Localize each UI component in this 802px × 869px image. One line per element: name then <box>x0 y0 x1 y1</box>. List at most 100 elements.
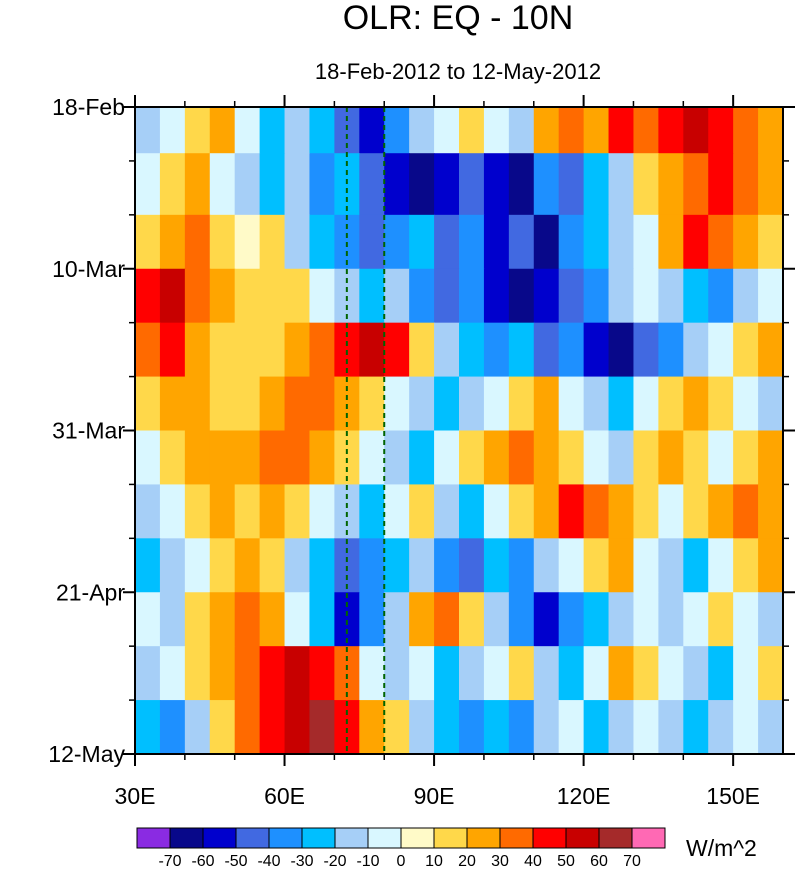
heatmap-cell <box>658 538 684 593</box>
heatmap-cell <box>135 646 161 701</box>
y-tick-label: 31-Mar <box>52 418 125 444</box>
heatmap-cell <box>533 538 560 593</box>
heatmap-cell <box>658 214 684 270</box>
heatmap-cell <box>558 214 585 270</box>
heatmap-cell <box>483 107 510 154</box>
colorbar-swatch <box>202 827 237 849</box>
heatmap-cell <box>758 268 784 324</box>
heatmap-cell <box>359 700 385 755</box>
heatmap-cell <box>434 268 460 324</box>
heatmap-cell <box>409 538 435 593</box>
heatmap-cell <box>658 484 684 539</box>
heatmap-cell <box>558 700 585 755</box>
heatmap-cell <box>608 214 635 270</box>
colorbar-swatch <box>400 827 435 849</box>
heatmap-cell <box>284 268 311 324</box>
heatmap-cell <box>409 214 435 270</box>
heatmap-cell <box>459 322 485 378</box>
heatmap-cell <box>708 430 734 486</box>
heatmap-cell <box>184 153 211 216</box>
heatmap-cell <box>309 153 335 216</box>
heatmap-cell <box>583 484 610 539</box>
colorbar-tick-label: -20 <box>323 853 346 869</box>
heatmap-cell <box>483 153 510 216</box>
heatmap-cell <box>259 214 286 270</box>
heatmap-cell <box>733 484 759 539</box>
heatmap-cell <box>558 484 585 539</box>
heatmap-cell <box>633 538 659 593</box>
heatmap-cell <box>209 538 236 593</box>
heatmap-cell <box>184 322 211 378</box>
heatmap-cell <box>334 538 360 593</box>
heatmap-cell <box>508 538 535 593</box>
colorbar-swatch <box>532 827 567 849</box>
y-tick-label: 18-Feb <box>52 94 125 120</box>
heatmap-cell <box>533 700 560 755</box>
heatmap-cell <box>135 484 161 539</box>
heatmap-cell <box>608 268 635 324</box>
heatmap-cell <box>284 700 311 755</box>
x-tick-label: 60E <box>264 783 305 809</box>
colorbar-swatch <box>136 827 171 849</box>
heatmap-cell <box>459 592 485 647</box>
colorbar-units: W/m^2 <box>686 835 757 861</box>
heatmap-cell <box>658 430 684 486</box>
heatmap-cell <box>284 322 311 378</box>
heatmap-cell <box>284 430 311 486</box>
heatmap-cell <box>483 700 510 755</box>
heatmap-cell <box>284 538 311 593</box>
heatmap-cell <box>658 700 684 755</box>
heatmap-cell <box>583 700 610 755</box>
heatmap-cell <box>135 268 161 324</box>
heatmap-cell <box>508 592 535 647</box>
heatmap-cell <box>434 107 460 154</box>
heatmap-cell <box>234 214 261 270</box>
heatmap-cell <box>359 430 385 486</box>
heatmap-cell <box>633 700 659 755</box>
heatmap-cell <box>733 214 759 270</box>
heatmap-cell <box>359 376 385 432</box>
heatmap-cell <box>359 107 385 154</box>
heatmap-cell <box>384 592 410 647</box>
heatmap-cell <box>558 322 585 378</box>
heatmap-cell <box>259 430 286 486</box>
heatmap-cell <box>209 214 236 270</box>
colorbar-tick-label: -10 <box>356 853 379 869</box>
heatmap-cell <box>708 214 734 270</box>
heatmap-cell <box>159 700 186 755</box>
heatmap-cell <box>284 376 311 432</box>
heatmap-cell <box>758 538 784 593</box>
heatmap-cell <box>483 430 510 486</box>
heatmap-cell <box>533 430 560 486</box>
heatmap-cell <box>159 646 186 701</box>
heatmap-cell <box>159 430 186 486</box>
heatmap-cell <box>533 153 560 216</box>
heatmap-cell <box>434 430 460 486</box>
colorbar-tick-label: -30 <box>290 853 313 869</box>
heatmap-cell <box>184 646 211 701</box>
heatmap-cell <box>184 592 211 647</box>
heatmap-cell <box>159 268 186 324</box>
heatmap-cell <box>583 646 610 701</box>
heatmap-cell <box>284 592 311 647</box>
heatmap-cell <box>508 214 535 270</box>
heatmap-cell <box>608 700 635 755</box>
heatmap-cell <box>209 376 236 432</box>
heatmap-cell <box>434 646 460 701</box>
heatmap-cell <box>459 430 485 486</box>
heatmap-cell <box>508 376 535 432</box>
heatmap-cell <box>384 430 410 486</box>
colorbar-tick-label: -70 <box>158 853 181 869</box>
colorbar-tick-label: 70 <box>623 853 641 869</box>
heatmap-cell <box>184 538 211 593</box>
heatmap-cell <box>184 484 211 539</box>
heatmap-cell <box>184 700 211 755</box>
heatmap-cell <box>184 268 211 324</box>
heatmap-cell <box>583 430 610 486</box>
heatmap-cell <box>733 430 759 486</box>
heatmap-cell <box>508 430 535 486</box>
colorbar-tick-label: 30 <box>491 853 509 869</box>
heatmap-cell <box>409 430 435 486</box>
heatmap-cell <box>459 484 485 539</box>
heatmap-cell <box>184 107 211 154</box>
